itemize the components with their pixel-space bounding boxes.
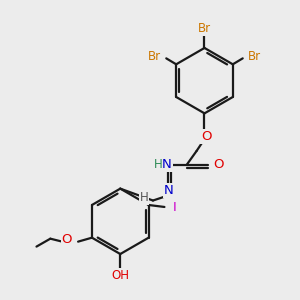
Text: I: I [172, 202, 176, 214]
Text: O: O [213, 158, 224, 171]
Text: O: O [201, 130, 212, 142]
Text: Br: Br [248, 50, 261, 63]
Text: H: H [154, 158, 162, 171]
Text: O: O [61, 233, 72, 246]
Text: N: N [162, 158, 172, 171]
Text: OH: OH [111, 269, 129, 282]
Text: H: H [140, 191, 148, 204]
Text: N: N [164, 184, 174, 197]
Text: Br: Br [148, 50, 161, 63]
Text: Br: Br [198, 22, 211, 34]
